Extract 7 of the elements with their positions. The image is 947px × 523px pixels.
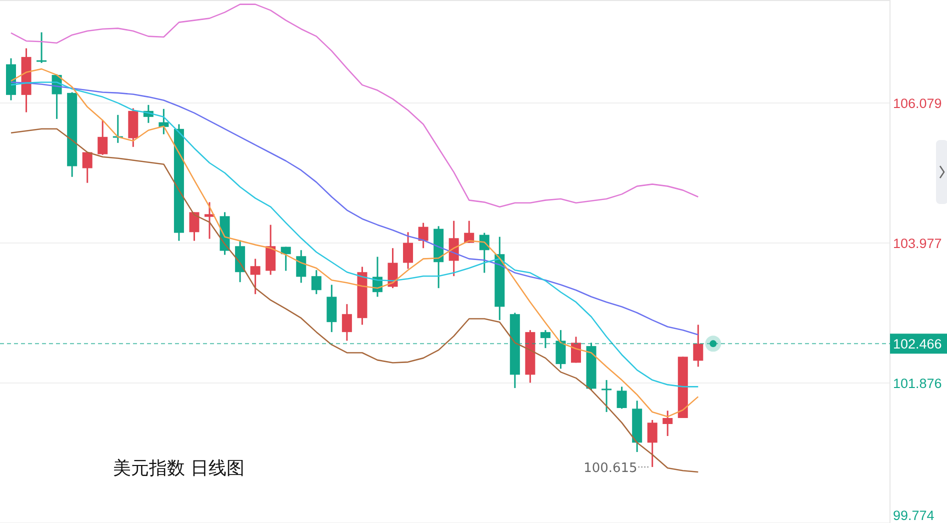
y-tick-label: 106.079 [893, 96, 942, 111]
ref-line-label: 102.466 [893, 336, 942, 352]
annotation: 100.615 [584, 460, 638, 476]
text: 美元指数 日线图 [113, 458, 245, 479]
y-tick-label: 103.977 [893, 236, 942, 252]
y-tick-label: 101.876 [893, 376, 942, 391]
y-tick-label: 99.774 [893, 508, 935, 523]
